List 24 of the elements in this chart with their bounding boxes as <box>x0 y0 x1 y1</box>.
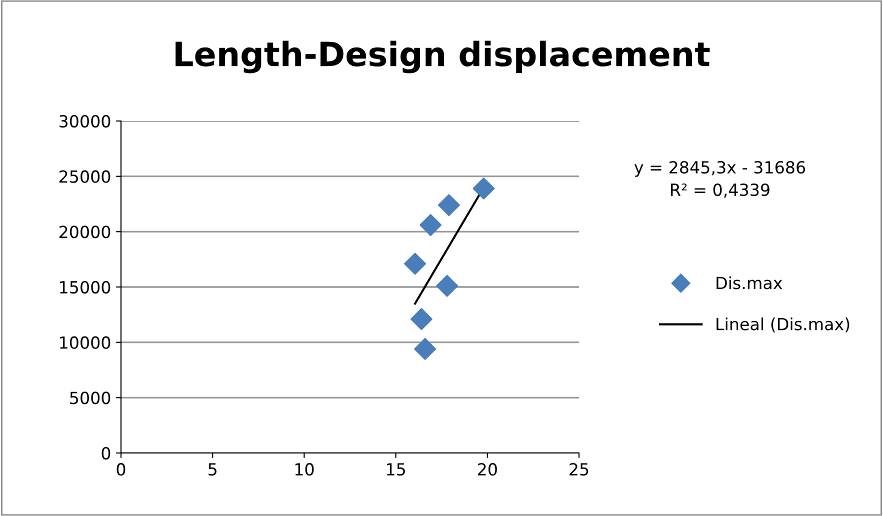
chart-title: Length-Design displacement <box>176 40 710 74</box>
x-tick-label: 25 <box>570 463 588 476</box>
point <box>438 194 460 216</box>
point <box>420 214 442 236</box>
y-tick-label: 15000 <box>60 280 110 294</box>
y-tick-label: 30000 <box>60 114 110 128</box>
y-tick-label: 20000 <box>59 226 110 238</box>
x-tick-label: 5 <box>208 463 216 476</box>
text: y = 2845,3x - 31686 R² = 0,4339 <box>634 161 806 198</box>
legend-label: Dis.max <box>716 276 782 290</box>
point <box>436 274 458 297</box>
x-tick-label: 0 <box>116 463 126 476</box>
y-tick-label: 5000 <box>70 392 110 404</box>
point <box>410 308 432 330</box>
point <box>404 252 426 275</box>
y-tick-label: 25000 <box>59 170 110 183</box>
x-tick-label: 15 <box>387 463 405 476</box>
point <box>472 178 495 200</box>
x-tick-label: 10 <box>295 463 314 476</box>
point <box>414 338 436 360</box>
y-tick-label: 0 <box>102 446 110 460</box>
x-tick-label: 20 <box>478 463 497 476</box>
y-tick-label: 10000 <box>60 336 110 349</box>
legend-label: Lineal (Dis.max) <box>716 318 850 332</box>
